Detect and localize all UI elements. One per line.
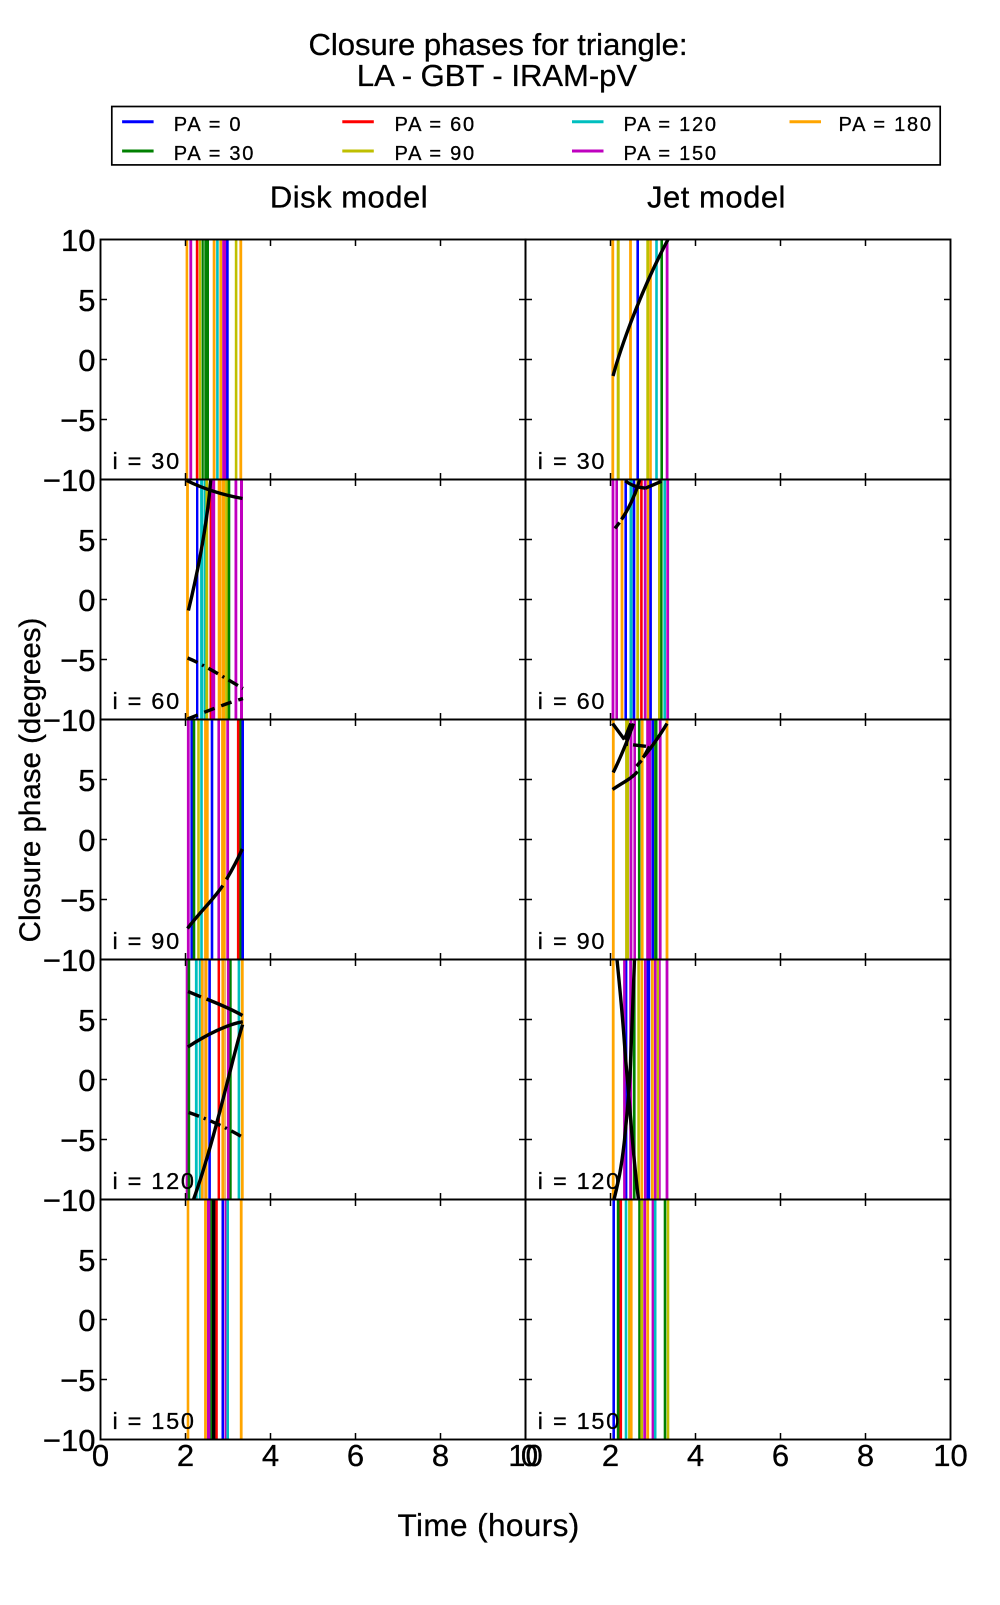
svg-text:LA - GBT - IRAM-pV: LA - GBT - IRAM-pV [357,58,638,93]
svg-text:PA = 30: PA = 30 [174,143,255,165]
svg-text:PA = 60: PA = 60 [395,114,476,136]
svg-text:i = 30: i = 30 [538,448,606,474]
svg-text:Disk model: Disk model [270,180,428,215]
svg-text:Closure phase (degrees): Closure phase (degrees) [14,618,47,943]
svg-text:−5: −5 [60,1123,95,1158]
svg-text:0: 0 [521,1438,538,1473]
svg-text:i = 150: i = 150 [538,1408,621,1434]
svg-text:PA = 90: PA = 90 [395,143,476,165]
svg-text:i = 60: i = 60 [113,688,181,714]
svg-text:0: 0 [92,1438,109,1473]
svg-text:10: 10 [508,1438,542,1473]
svg-text:i = 90: i = 90 [113,928,181,954]
svg-text:6: 6 [772,1438,789,1473]
svg-text:0: 0 [78,1063,95,1098]
svg-text:Closure phases for triangle:: Closure phases for triangle: [308,27,687,62]
svg-text:2: 2 [177,1438,194,1473]
svg-text:i = 150: i = 150 [113,1408,196,1434]
svg-text:PA = 180: PA = 180 [839,114,933,136]
svg-text:0: 0 [78,343,95,378]
svg-text:8: 8 [432,1438,449,1473]
svg-text:−5: −5 [60,403,95,438]
svg-text:5: 5 [78,1243,95,1278]
svg-text:4: 4 [262,1438,279,1473]
svg-text:−5: −5 [60,883,95,918]
svg-text:0: 0 [78,1303,95,1338]
svg-text:PA = 0: PA = 0 [174,114,243,136]
svg-text:i = 60: i = 60 [538,688,606,714]
svg-text:PA = 150: PA = 150 [624,143,718,165]
svg-text:6: 6 [347,1438,364,1473]
svg-text:i = 30: i = 30 [113,448,181,474]
svg-text:5: 5 [78,1003,95,1038]
svg-text:8: 8 [857,1438,874,1473]
svg-text:i = 120: i = 120 [113,1168,196,1194]
svg-text:4: 4 [687,1438,704,1473]
svg-text:−10: −10 [43,1423,96,1458]
svg-text:5: 5 [78,763,95,798]
svg-text:i = 120: i = 120 [538,1168,621,1194]
svg-text:−10: −10 [43,1183,96,1218]
svg-text:−10: −10 [43,943,96,978]
svg-text:PA = 120: PA = 120 [624,114,718,136]
svg-text:5: 5 [78,283,95,318]
svg-text:10: 10 [61,223,95,258]
svg-text:−10: −10 [43,703,96,738]
svg-text:−5: −5 [60,643,95,678]
svg-text:Jet model: Jet model [647,180,786,215]
svg-text:−10: −10 [43,463,96,498]
svg-text:5: 5 [78,523,95,558]
svg-text:i = 90: i = 90 [538,928,606,954]
svg-text:0: 0 [78,823,95,858]
svg-text:2: 2 [602,1438,619,1473]
svg-text:Time (hours): Time (hours) [398,1507,580,1543]
svg-text:10: 10 [933,1438,967,1473]
svg-text:0: 0 [78,583,95,618]
svg-text:−5: −5 [60,1363,95,1398]
